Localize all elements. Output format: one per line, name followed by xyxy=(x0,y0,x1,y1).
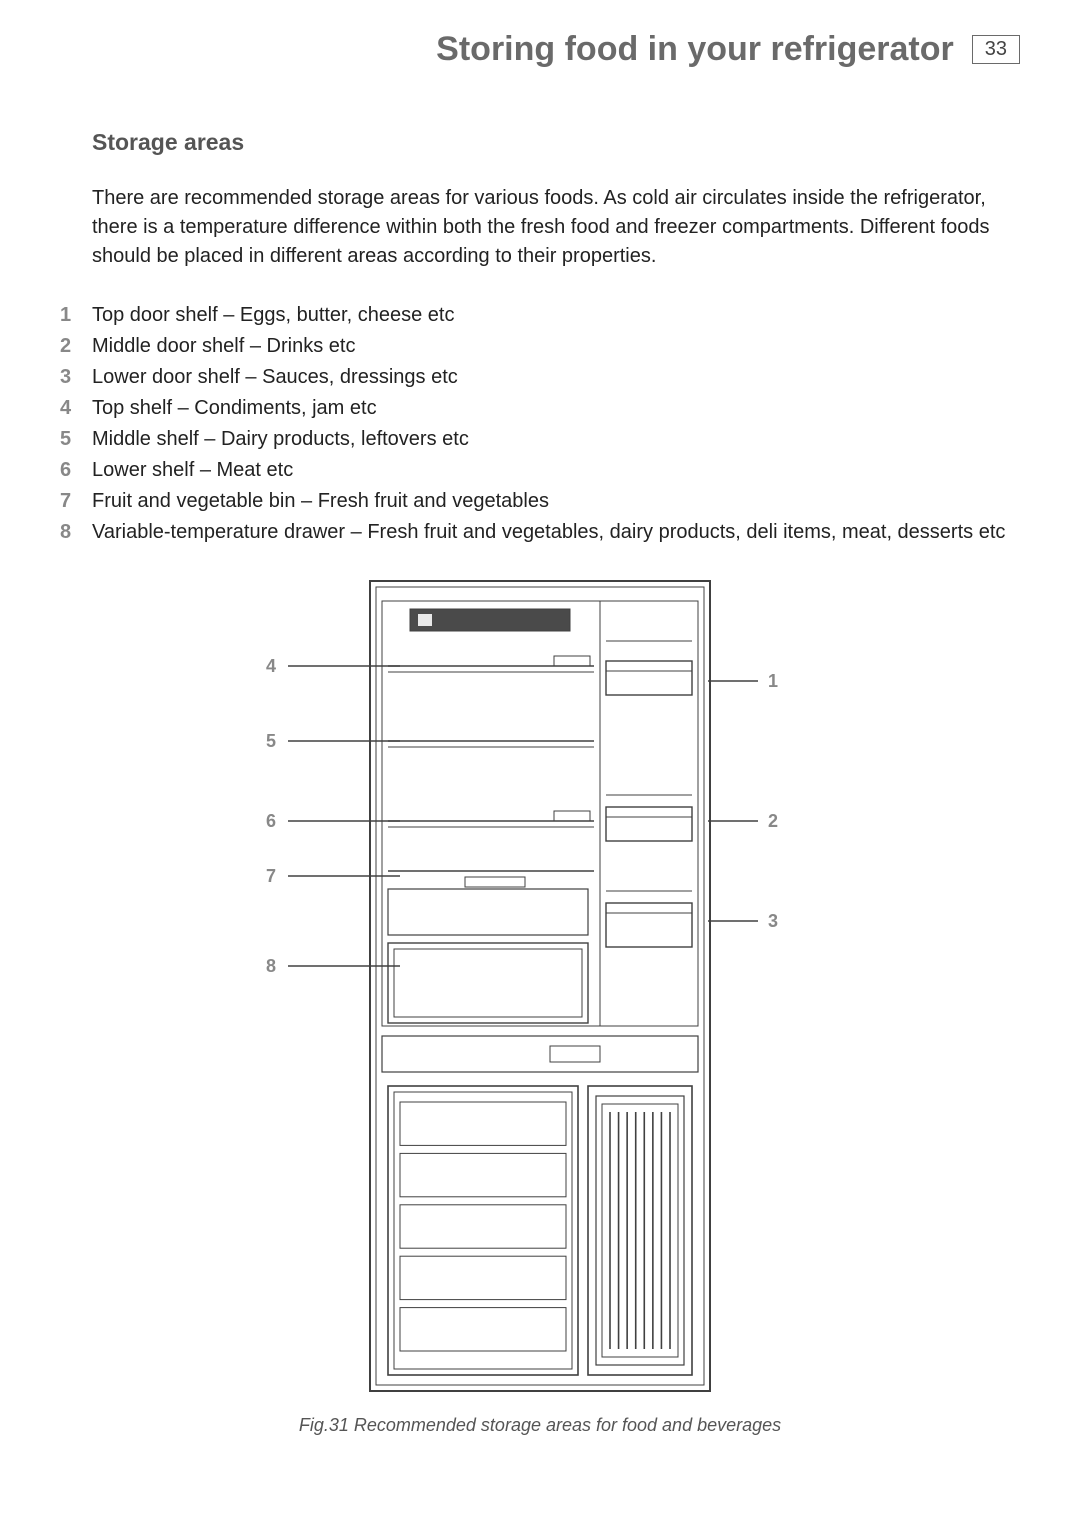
list-num: 7 xyxy=(60,487,92,516)
list-text: Middle shelf – Dairy products, leftovers… xyxy=(92,425,1020,454)
list-text: Fruit and vegetable bin – Fresh fruit an… xyxy=(92,487,1020,516)
svg-text:2: 2 xyxy=(768,811,778,831)
section-heading: Storage areas xyxy=(92,129,1020,156)
list-item: 1Top door shelf – Eggs, butter, cheese e… xyxy=(60,301,1020,330)
list-text: Top door shelf – Eggs, butter, cheese et… xyxy=(92,301,1020,330)
list-item: 7Fruit and vegetable bin – Fresh fruit a… xyxy=(60,487,1020,516)
svg-text:5: 5 xyxy=(266,731,276,751)
list-item: 5Middle shelf – Dairy products, leftover… xyxy=(60,425,1020,454)
section-intro: There are recommended storage areas for … xyxy=(92,184,1010,271)
list-text: Lower shelf – Meat etc xyxy=(92,456,1020,485)
svg-text:8: 8 xyxy=(266,956,276,976)
list-text: Top shelf – Condiments, jam etc xyxy=(92,394,1020,423)
svg-text:1: 1 xyxy=(768,671,778,691)
list-num: 6 xyxy=(60,456,92,485)
list-num: 4 xyxy=(60,394,92,423)
list-num: 1 xyxy=(60,301,92,330)
list-text: Lower door shelf – Sauces, dressings etc xyxy=(92,363,1020,392)
list-num: 2 xyxy=(60,332,92,361)
list-item: 3Lower door shelf – Sauces, dressings et… xyxy=(60,363,1020,392)
figure: 4 5 6 7 8 1 2 3 Fig.31 Recommended storage area… xyxy=(60,571,1020,1436)
svg-text:6: 6 xyxy=(266,811,276,831)
svg-text:3: 3 xyxy=(768,911,778,931)
list-text: Variable-temperature drawer – Fresh frui… xyxy=(92,518,1020,547)
list-num: 8 xyxy=(60,518,92,547)
list-item: 8Variable-temperature drawer – Fresh fru… xyxy=(60,518,1020,547)
fridge-diagram: 4 5 6 7 8 1 2 3 xyxy=(260,571,820,1401)
list-num: 3 xyxy=(60,363,92,392)
page-title: Storing food in your refrigerator xyxy=(436,30,954,69)
list-item: 6Lower shelf – Meat etc xyxy=(60,456,1020,485)
list-item: 4Top shelf – Condiments, jam etc xyxy=(60,394,1020,423)
page-number: 33 xyxy=(972,35,1020,64)
list-item: 2Middle door shelf – Drinks etc xyxy=(60,332,1020,361)
svg-text:7: 7 xyxy=(266,866,276,886)
svg-text:4: 4 xyxy=(266,656,276,676)
page-header: Storing food in your refrigerator 33 xyxy=(60,30,1020,69)
list-text: Middle door shelf – Drinks etc xyxy=(92,332,1020,361)
list-num: 5 xyxy=(60,425,92,454)
storage-list: 1Top door shelf – Eggs, butter, cheese e… xyxy=(60,301,1020,547)
figure-caption: Fig.31 Recommended storage areas for foo… xyxy=(299,1415,781,1436)
